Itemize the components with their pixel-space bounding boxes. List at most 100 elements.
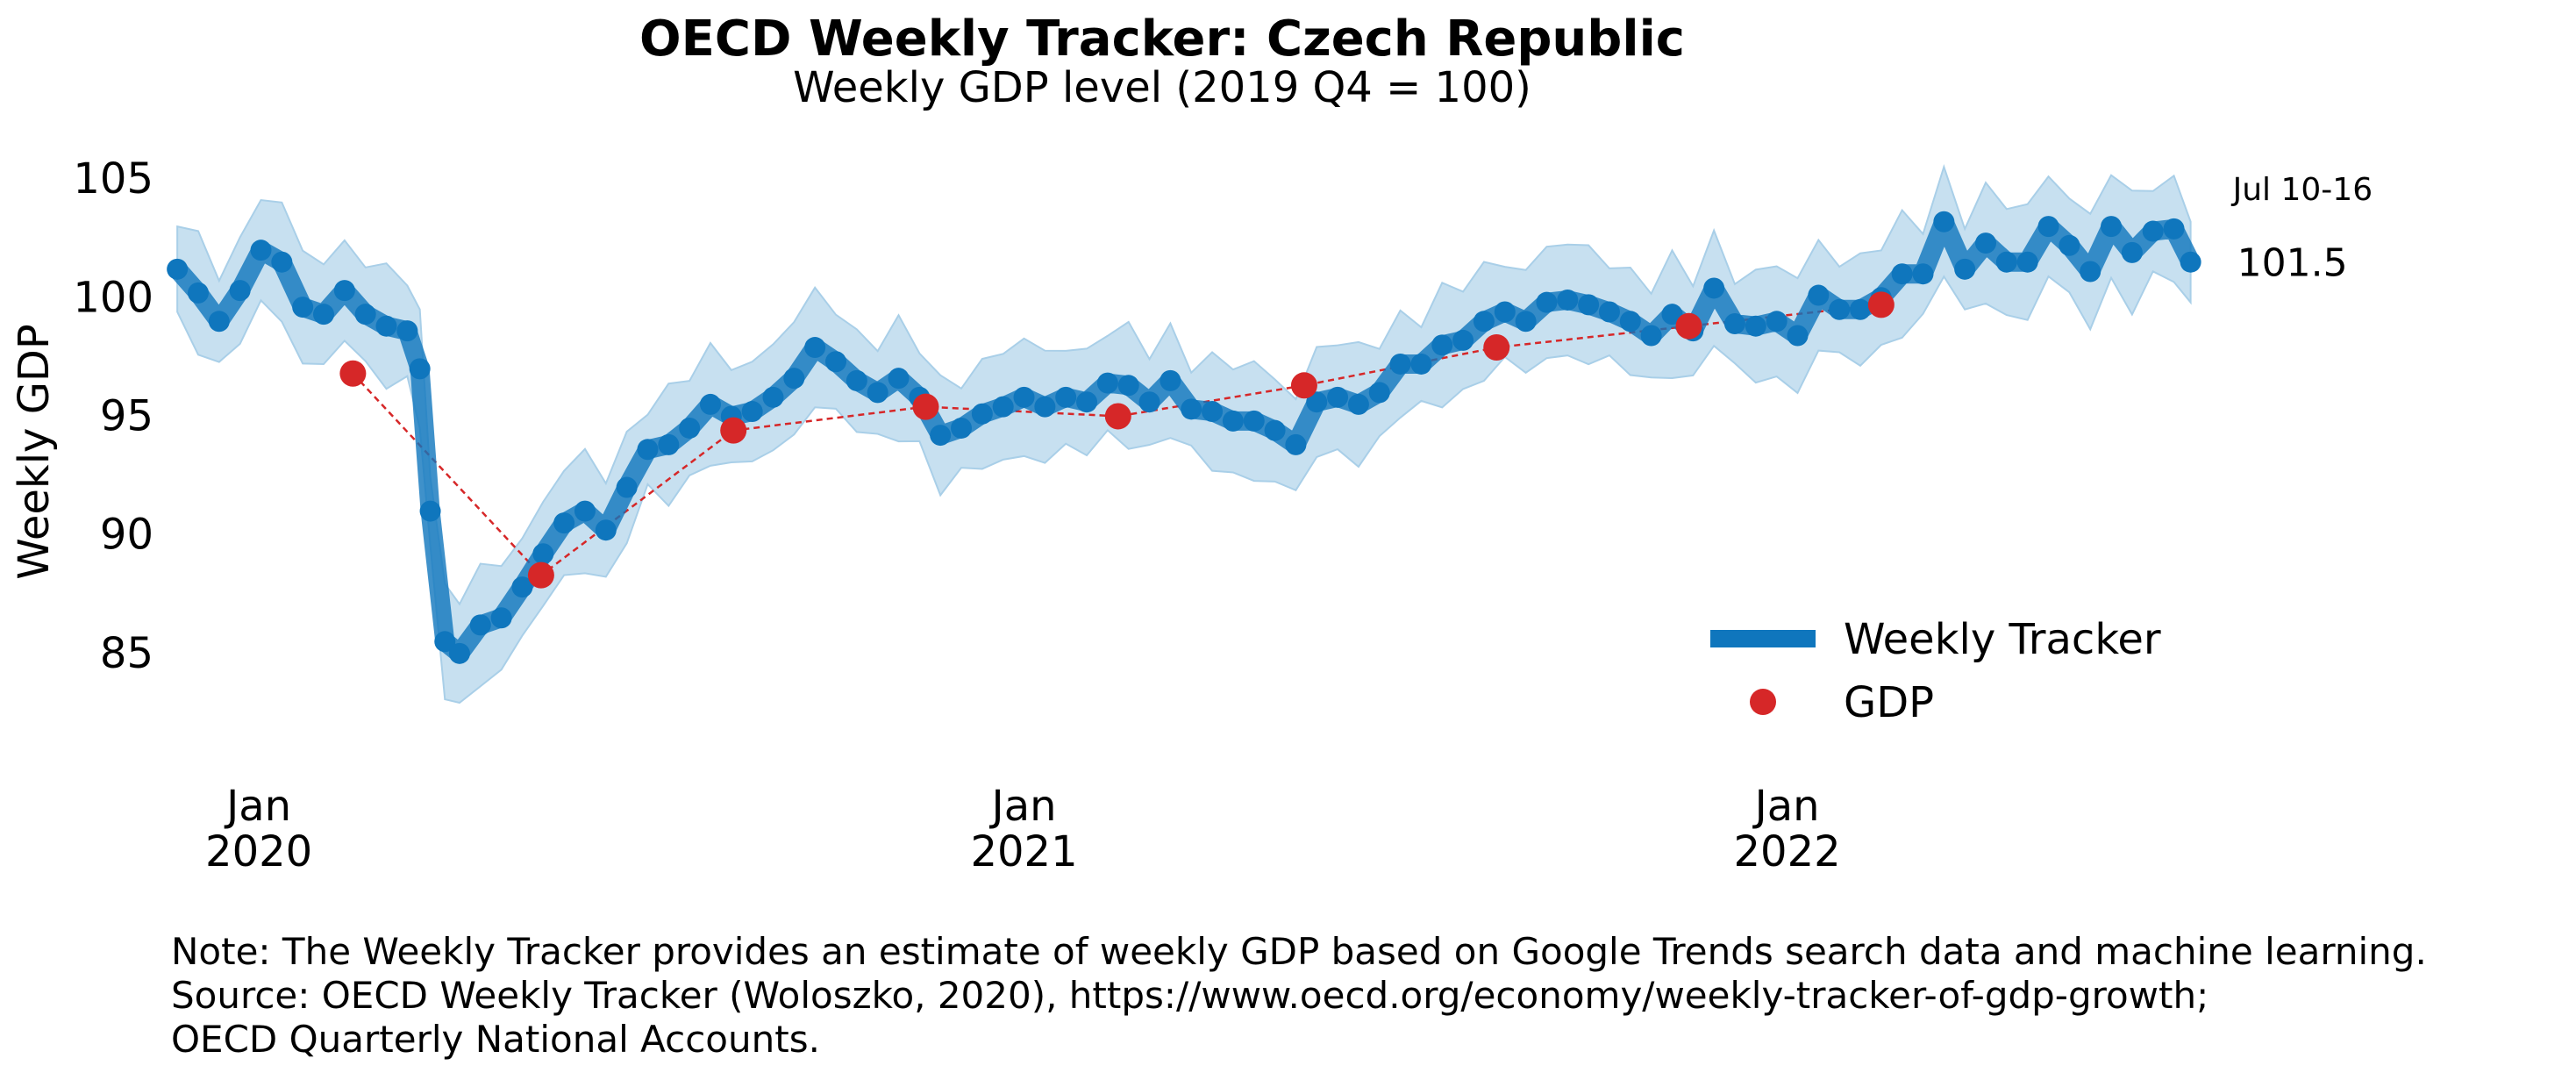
weekly-tracker-point — [1389, 353, 1411, 375]
weekly-tracker-point — [313, 304, 335, 325]
gdp-connector-line — [352, 304, 1881, 577]
weekly-tracker-point — [1787, 325, 1809, 347]
weekly-tracker-point — [354, 304, 376, 325]
source-line: Source: OECD Weekly Tracker (Woloszko, 2… — [171, 974, 2209, 1017]
chart-subtitle: Weekly GDP level (2019 Q4 = 100) — [793, 63, 1531, 112]
weekly-tracker-point — [167, 258, 189, 280]
gdp-point — [339, 360, 367, 387]
x-tick-label-year: 2021 — [970, 827, 1077, 876]
weekly-tracker-point — [2059, 234, 2080, 256]
weekly-tracker-point — [1619, 311, 1641, 333]
weekly-tracker-point — [1285, 433, 1307, 455]
weekly-tracker-point — [2101, 216, 2123, 238]
weekly-tracker-point — [1912, 263, 1934, 285]
weekly-tracker-point — [930, 425, 952, 447]
x-tick-label-month: Jan — [1752, 782, 1820, 831]
y-tick-label: 90 — [100, 511, 153, 560]
weekly-tracker-point — [1452, 329, 1474, 351]
gdp-point — [527, 561, 554, 589]
weekly-tracker-point — [1829, 298, 1851, 320]
weekly-tracker-point — [992, 396, 1014, 418]
weekly-tracker-point — [1410, 353, 1432, 375]
weekly-tracker-point — [1995, 251, 2017, 273]
weekly-tracker-point — [1849, 298, 1871, 320]
last-period-label: Jul 10-16 — [2231, 172, 2373, 208]
weekly-tracker-point — [1975, 232, 1997, 254]
legend-gdp-label: GDP — [1844, 678, 1934, 727]
weekly-tracker-point — [1222, 410, 1244, 432]
weekly-tracker-point — [888, 368, 910, 390]
weekly-tracker-point — [1096, 372, 1118, 394]
weekly-tracker-point — [1536, 291, 1558, 313]
weekly-tracker-point — [532, 543, 554, 565]
last-value-label: 101.5 — [2237, 241, 2348, 286]
weekly-tracker-point — [1954, 258, 1976, 280]
x-tick-label-month: Jan — [989, 782, 1057, 831]
weekly-tracker-point — [1117, 375, 1139, 397]
weekly-tracker-point — [419, 500, 441, 522]
weekly-tracker-point — [511, 576, 533, 598]
weekly-tracker-point — [333, 280, 355, 302]
weekly-tracker-point — [553, 512, 575, 534]
weekly-tracker-point — [2142, 220, 2164, 242]
weekly-tracker-point — [616, 476, 638, 498]
legend-tracker-label: Weekly Tracker — [1844, 615, 2161, 664]
weekly-tracker-point — [679, 417, 701, 439]
weekly-tracker-point — [1473, 311, 1495, 333]
weekly-tracker-point — [375, 315, 397, 337]
weekly-tracker-point — [1766, 311, 1788, 333]
weekly-tracker-point — [229, 280, 251, 302]
weekly-tracker-point — [658, 433, 680, 455]
weekly-tracker-point — [867, 382, 888, 404]
weekly-tracker-point — [804, 337, 826, 359]
weekly-tracker-point — [783, 368, 805, 390]
weekly-tracker-point — [971, 403, 993, 425]
weekly-tracker-point — [846, 369, 867, 391]
weekly-tracker-point — [1160, 369, 1181, 391]
weekly-tracker-point — [448, 642, 470, 664]
gdp-point — [1104, 403, 1131, 430]
weekly-tracker-point — [1515, 311, 1537, 333]
weekly-tracker-point — [2121, 241, 2143, 263]
weekly-tracker-point — [2163, 218, 2185, 240]
weekly-tracker-point — [1431, 334, 1453, 356]
weekly-tracker-point — [1891, 263, 1913, 285]
weekly-tracker-point — [741, 401, 763, 423]
chart-title: OECD Weekly Tracker: Czech Republic — [639, 11, 1685, 68]
weekly-tracker-point — [1013, 386, 1035, 408]
weekly-tracker-point — [187, 282, 209, 304]
y-tick-label: 105 — [73, 154, 153, 204]
weekly-tracker-point — [292, 297, 314, 318]
weekly-tracker-point — [271, 251, 293, 273]
weekly-tracker-point — [1557, 289, 1579, 311]
weekly-tracker-point — [1578, 294, 1600, 316]
weekly-tracker-point — [1264, 419, 1286, 441]
weekly-tracker-point — [1034, 396, 1056, 418]
weekly-tracker-point — [637, 439, 659, 461]
weekly-tracker-point — [1138, 391, 1160, 413]
weekly-tracker-point — [409, 358, 431, 380]
weekly-tracker-point — [1640, 325, 1662, 347]
weekly-tracker-point — [951, 417, 973, 439]
y-tick-label: 95 — [100, 391, 153, 440]
x-tick-label-year: 2022 — [1733, 827, 1840, 876]
weekly-tracker-point — [1076, 391, 1098, 413]
gdp-point — [1675, 312, 1702, 340]
y-tick-label: 85 — [100, 629, 153, 678]
weekly-tracker-point — [2080, 261, 2101, 283]
weekly-tracker-point — [1703, 277, 1725, 299]
weekly-tracker-point — [1055, 386, 1077, 408]
weekly-tracker-point — [1661, 304, 1683, 325]
weekly-tracker-point — [1347, 393, 1369, 415]
tracker-confidence-band — [176, 164, 2192, 705]
weekly-tracker-point — [2016, 251, 2038, 273]
weekly-tracker-point — [1933, 211, 1955, 232]
weekly-tracker-point — [1745, 315, 1766, 337]
weekly-tracker-point — [762, 386, 784, 408]
weekly-tracker-point — [2037, 216, 2059, 238]
weekly-tracker-point — [1598, 301, 1620, 323]
gdp-point — [1867, 291, 1895, 318]
weekly-tracker-point — [250, 240, 272, 261]
legend-gdp-swatch — [1750, 689, 1776, 715]
